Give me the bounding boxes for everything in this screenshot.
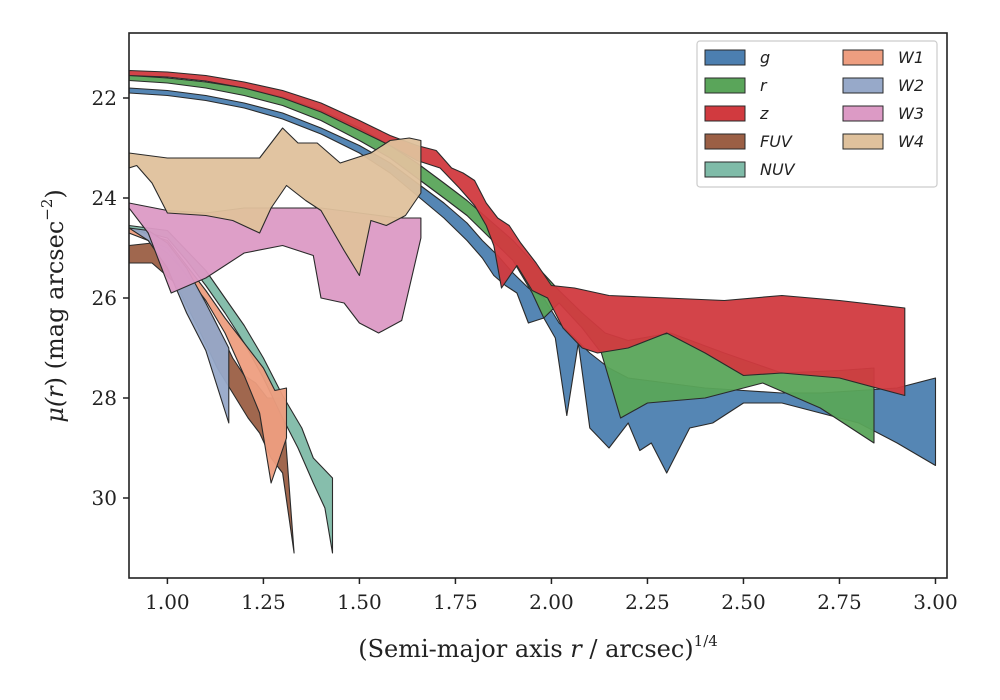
x-tick-label: 3.00 bbox=[913, 590, 958, 614]
y-axis-ticks: 22 24 26 28 30 bbox=[92, 86, 129, 510]
profile-bands bbox=[129, 69, 937, 554]
y-axis-label-rest: ) (mag arcsec bbox=[41, 221, 69, 387]
legend-label-w1: W1 bbox=[898, 48, 924, 67]
legend-label-w2: W2 bbox=[898, 76, 924, 95]
legend-swatch-fuv bbox=[704, 133, 746, 150]
legend-label-z: z bbox=[759, 104, 769, 123]
legend-swatch-w3 bbox=[842, 105, 884, 122]
legend-swatch-w2 bbox=[842, 77, 884, 94]
x-axis-label: (Semi-major axis r / arcsec)1/4 bbox=[358, 632, 718, 663]
y-tick-label: 30 bbox=[92, 486, 117, 510]
x-axis-label-exponent: 1/4 bbox=[694, 632, 718, 650]
x-tick-label: 1.25 bbox=[241, 590, 286, 614]
x-tick-label: 2.50 bbox=[721, 590, 766, 614]
legend-label-r: r bbox=[760, 76, 768, 95]
y-tick-label: 28 bbox=[92, 386, 117, 410]
legend-label-w3: W3 bbox=[898, 104, 924, 123]
x-tick-label: 1.75 bbox=[433, 590, 478, 614]
band-nuv bbox=[129, 224, 334, 554]
legend-label-nuv: NUV bbox=[760, 160, 796, 179]
x-tick-label: 2.25 bbox=[625, 590, 670, 614]
x-tick-label: 1.50 bbox=[337, 590, 382, 614]
plot-frame bbox=[128, 32, 948, 579]
band-w4 bbox=[129, 127, 422, 277]
y-axis-label-var: r bbox=[41, 385, 69, 398]
y-tick-label: 24 bbox=[92, 186, 117, 210]
y-tick-label: 26 bbox=[92, 286, 117, 310]
x-axis-ticks: 1.00 1.25 1.50 1.75 2.00 2.25 2.50 2.75 3.00 bbox=[145, 578, 958, 614]
y-axis-label-exponent: −2 bbox=[38, 199, 56, 221]
legend-label-g: g bbox=[760, 48, 770, 67]
x-axis-label-var: r bbox=[570, 635, 583, 663]
y-axis-label-close: ) bbox=[41, 189, 69, 198]
legend: grz FUV NUV W1 W2 W3 W4 bbox=[696, 40, 938, 188]
x-axis-label-rest: / arcsec) bbox=[582, 635, 694, 663]
x-tick-label: 1.00 bbox=[145, 590, 190, 614]
y-tick-label: 22 bbox=[92, 86, 117, 110]
legend-swatch-z bbox=[704, 105, 746, 122]
y-axis-label: μ(r) (mag arcsec−2) bbox=[38, 189, 69, 423]
legend-swatch-w1 bbox=[842, 49, 884, 66]
legend-label-fuv: FUV bbox=[760, 132, 793, 151]
legend-swatch-w4 bbox=[842, 133, 884, 150]
x-tick-label: 2.00 bbox=[529, 590, 574, 614]
legend-swatch-r bbox=[704, 77, 746, 94]
x-tick-label: 2.75 bbox=[817, 590, 862, 614]
x-axis-label-main: (Semi-major axis bbox=[358, 635, 570, 663]
legend-label-w4: W4 bbox=[898, 132, 924, 151]
y-axis-label-mu: μ( bbox=[41, 397, 69, 423]
legend-swatch-nuv bbox=[704, 161, 746, 178]
legend-swatch-g bbox=[704, 49, 746, 66]
